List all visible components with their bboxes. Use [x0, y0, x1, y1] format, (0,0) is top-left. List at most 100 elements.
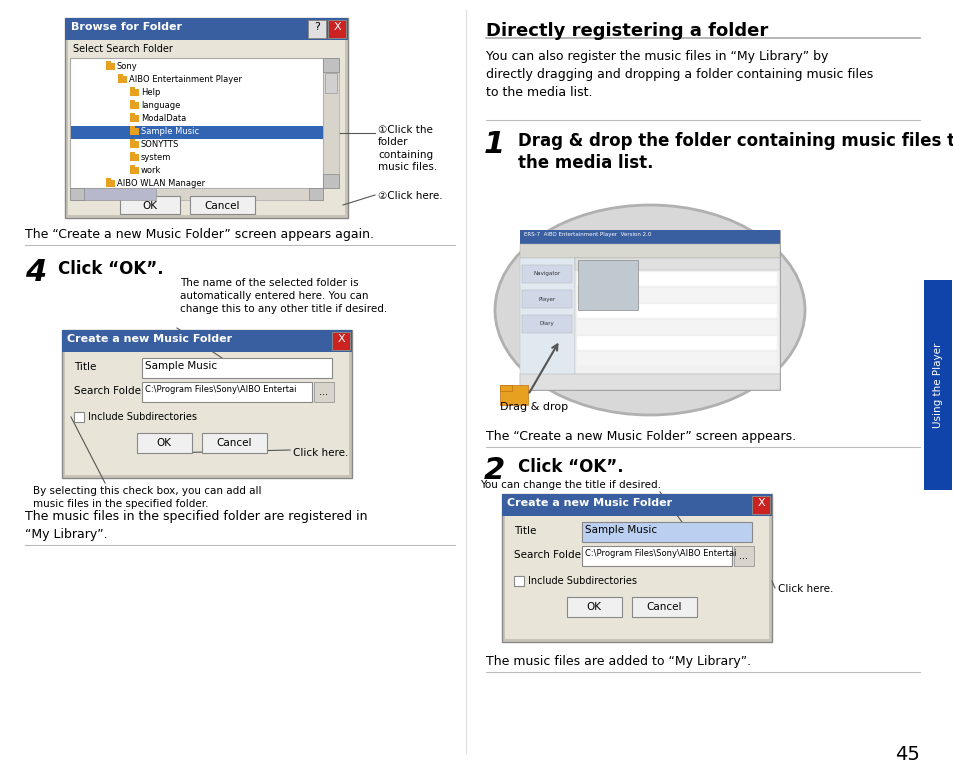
Bar [519, 230, 780, 244]
Text: Sample Music: Sample Music [584, 525, 657, 535]
Bar [202, 433, 267, 453]
Bar [501, 494, 771, 642]
Text: work: work [141, 166, 161, 175]
Text: Click here.: Click here. [293, 448, 348, 458]
Bar [323, 58, 338, 188]
Bar [577, 288, 776, 302]
Bar [575, 258, 780, 270]
Bar [130, 115, 139, 122]
Text: Click “OK”.: Click “OK”. [517, 458, 623, 476]
Text: Sony: Sony [117, 62, 137, 71]
Text: Diary: Diary [539, 321, 554, 327]
Bar [519, 230, 780, 390]
Bar [514, 576, 523, 586]
Text: OK: OK [142, 201, 157, 211]
Bar [923, 280, 951, 490]
Bar [106, 178, 111, 181]
Bar [499, 385, 527, 405]
Text: ...: ... [319, 387, 328, 397]
Text: Include Subdirectories: Include Subdirectories [88, 412, 196, 422]
Bar [578, 260, 638, 310]
Text: SONYTTS: SONYTTS [141, 140, 179, 149]
Text: By selecting this check box, you can add all
music files in the specified folder: By selecting this check box, you can add… [33, 486, 261, 509]
Text: C:\Program Files\Sony\AIBO Entertai: C:\Program Files\Sony\AIBO Entertai [584, 549, 736, 558]
Bar [120, 196, 180, 214]
Text: The “Create a new Music Folder” screen appears again.: The “Create a new Music Folder” screen a… [25, 228, 374, 241]
Text: X: X [336, 334, 344, 344]
Bar [577, 272, 776, 286]
Text: Search Folder: Search Folder [74, 386, 145, 396]
Bar [130, 126, 135, 129]
Text: 1: 1 [483, 130, 505, 159]
Text: ModalData: ModalData [141, 114, 186, 123]
Bar [308, 20, 326, 38]
Text: X: X [333, 22, 340, 32]
Text: 4: 4 [25, 258, 46, 287]
Bar [130, 102, 139, 109]
Bar [190, 196, 254, 214]
Text: Navigator: Navigator [533, 272, 560, 276]
Ellipse shape [495, 205, 804, 415]
Bar [577, 336, 776, 350]
Text: Drag & drop: Drag & drop [499, 402, 568, 412]
Text: ②Click here.: ②Click here. [377, 191, 442, 201]
Bar [106, 180, 115, 187]
Bar [323, 174, 338, 188]
Bar [68, 40, 345, 215]
Text: The music files are added to “My Library”.: The music files are added to “My Library… [485, 655, 750, 668]
Bar [733, 546, 753, 566]
Text: AIBO WLAN Manager: AIBO WLAN Manager [117, 179, 205, 188]
Bar [71, 126, 323, 139]
Bar [130, 89, 139, 96]
Bar [130, 165, 135, 168]
Text: You can also register the music files in “My Library” by
directly dragging and d: You can also register the music files in… [485, 50, 872, 99]
Bar [521, 265, 572, 283]
Bar [137, 433, 192, 453]
Bar [581, 546, 731, 566]
Bar [519, 374, 780, 390]
Bar [575, 258, 780, 374]
Bar [521, 315, 572, 333]
Text: Directly registering a folder: Directly registering a folder [485, 22, 767, 40]
Bar [521, 290, 572, 308]
Text: Title: Title [74, 362, 96, 372]
Text: Using the Player: Using the Player [932, 343, 942, 428]
Bar [130, 152, 135, 155]
Bar [566, 597, 621, 617]
Bar [751, 496, 769, 514]
Text: Sample Music: Sample Music [141, 127, 199, 136]
Text: Cancel: Cancel [216, 438, 252, 448]
Bar [325, 73, 336, 93]
Text: Create a new Music Folder: Create a new Music Folder [506, 498, 672, 508]
Text: ERS-7  AIBO Entertainment Player  Version 2.0: ERS-7 AIBO Entertainment Player Version … [523, 232, 651, 237]
Bar [328, 20, 346, 38]
Text: 45: 45 [894, 745, 919, 763]
Text: ...: ... [739, 551, 748, 561]
Bar [314, 382, 334, 402]
Text: system: system [141, 153, 172, 162]
Text: C:\Program Files\Sony\AIBO Entertai: C:\Program Files\Sony\AIBO Entertai [145, 385, 296, 394]
Text: The name of the selected folder is
automatically entered here. You can
change th: The name of the selected folder is autom… [180, 278, 387, 314]
Bar [519, 258, 575, 390]
Text: You can change the title if desired.: You can change the title if desired. [479, 480, 660, 490]
Bar [62, 330, 352, 352]
Text: OK: OK [156, 438, 172, 448]
Bar [142, 358, 332, 378]
Bar [519, 244, 780, 258]
Text: Include Subdirectories: Include Subdirectories [527, 576, 637, 586]
Bar [130, 87, 135, 90]
Bar [332, 332, 350, 350]
Text: Search Folder: Search Folder [514, 550, 585, 560]
Bar [581, 522, 751, 542]
Bar [130, 100, 135, 103]
Text: Create a new Music Folder: Create a new Music Folder [67, 334, 232, 344]
Bar [65, 18, 348, 218]
Bar [70, 58, 323, 188]
Text: Cancel: Cancel [645, 602, 681, 612]
Text: language: language [141, 101, 180, 110]
Bar [62, 330, 352, 478]
Text: Title: Title [514, 526, 536, 536]
Bar [71, 188, 156, 200]
Text: Select Search Folder: Select Search Folder [73, 44, 172, 54]
Text: The “Create a new Music Folder” screen appears.: The “Create a new Music Folder” screen a… [485, 430, 796, 443]
